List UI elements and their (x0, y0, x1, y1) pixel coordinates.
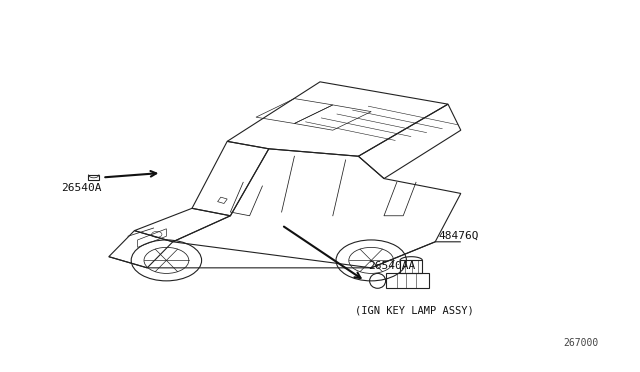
Text: 267000: 267000 (563, 338, 598, 348)
Text: (IGN KEY LAMP ASSY): (IGN KEY LAMP ASSY) (355, 306, 474, 315)
Text: 26540AA: 26540AA (368, 261, 415, 271)
Text: 48476Q: 48476Q (438, 231, 479, 241)
Text: 26540A: 26540A (61, 183, 101, 193)
